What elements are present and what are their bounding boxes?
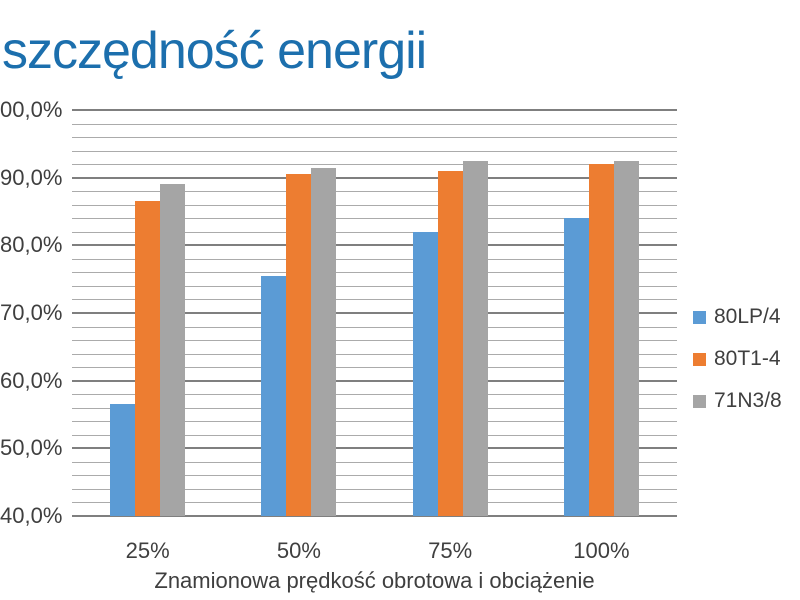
legend-swatch-icon xyxy=(693,394,706,408)
major-gridline xyxy=(72,312,677,314)
y-axis-tick-label: 60,0% xyxy=(0,367,63,393)
legend-item: 71N3/8 xyxy=(693,387,782,415)
minor-gridline xyxy=(72,150,677,152)
bar-71n38-25pct xyxy=(160,184,185,516)
minor-gridline xyxy=(72,231,677,233)
minor-gridline xyxy=(72,326,677,328)
bar-80t14-100pct xyxy=(589,164,614,516)
minor-gridline xyxy=(72,137,677,139)
legend-label: 80T1-4 xyxy=(714,347,781,370)
minor-gridline xyxy=(72,488,677,490)
minor-gridline xyxy=(72,353,677,355)
x-axis-tick-label: 25% xyxy=(125,538,170,563)
bar-80lp4-25pct xyxy=(110,404,135,516)
x-axis-tick-label: 75% xyxy=(428,538,473,563)
bar-71n38-50pct xyxy=(311,167,336,516)
minor-gridline xyxy=(72,218,677,220)
x-axis-tick-label: 50% xyxy=(276,538,321,563)
legend-label: 80LP/4 xyxy=(714,305,781,328)
minor-gridline xyxy=(72,394,677,396)
plot-area xyxy=(72,109,677,517)
minor-gridline xyxy=(72,407,677,409)
y-axis-tick-label: 40,0% xyxy=(0,503,63,528)
legend-item: 80LP/4 xyxy=(693,303,782,331)
page-title: szczędność energii xyxy=(2,22,427,80)
minor-gridline xyxy=(72,299,677,301)
y-axis-tick-label: 90,0% xyxy=(0,164,63,190)
minor-gridline xyxy=(72,461,677,463)
y-axis-tick-label: 00,0% xyxy=(0,97,63,122)
minor-gridline xyxy=(72,258,677,260)
major-gridline xyxy=(72,515,677,517)
y-axis-tick-label: 50,0% xyxy=(0,435,63,461)
bar-80t14-75pct xyxy=(438,170,463,516)
bar-71n38-75pct xyxy=(463,160,488,516)
minor-gridline xyxy=(72,204,677,206)
bar-80lp4-75pct xyxy=(413,231,438,516)
minor-gridline xyxy=(72,367,677,369)
legend-label: 71N3/8 xyxy=(714,389,782,412)
legend: 80LP/4 80T1-4 71N3/8 xyxy=(693,303,782,429)
legend-item: 80T1-4 xyxy=(693,345,782,373)
major-gridline xyxy=(72,379,677,382)
minor-gridline xyxy=(72,421,677,423)
x-axis-tick-label: 100% xyxy=(573,538,630,563)
minor-gridline xyxy=(72,191,677,193)
legend-swatch-icon xyxy=(693,352,706,366)
y-axis-tick-label: 80,0% xyxy=(0,232,63,258)
minor-gridline xyxy=(72,164,677,166)
major-gridline xyxy=(72,244,677,247)
minor-gridline xyxy=(72,434,677,436)
minor-gridline xyxy=(72,272,677,274)
bar-80lp4-50pct xyxy=(261,275,286,516)
bar-71n38-100pct xyxy=(614,160,639,516)
minor-gridline xyxy=(72,502,677,504)
bar-80t14-25pct xyxy=(135,201,160,516)
major-gridline xyxy=(72,176,677,179)
minor-gridline xyxy=(72,285,677,287)
x-axis-title: Znamionowa prędkość obrotowa i obciążeni… xyxy=(154,568,595,593)
legend-swatch-icon xyxy=(693,310,706,324)
bar-80t14-50pct xyxy=(286,174,311,516)
major-gridline xyxy=(72,109,677,111)
major-gridline xyxy=(72,447,677,450)
minor-gridline xyxy=(72,475,677,477)
minor-gridline xyxy=(72,123,677,125)
y-axis-tick-label: 70,0% xyxy=(0,300,63,325)
minor-gridline xyxy=(72,340,677,342)
bar-80lp4-100pct xyxy=(564,218,589,516)
